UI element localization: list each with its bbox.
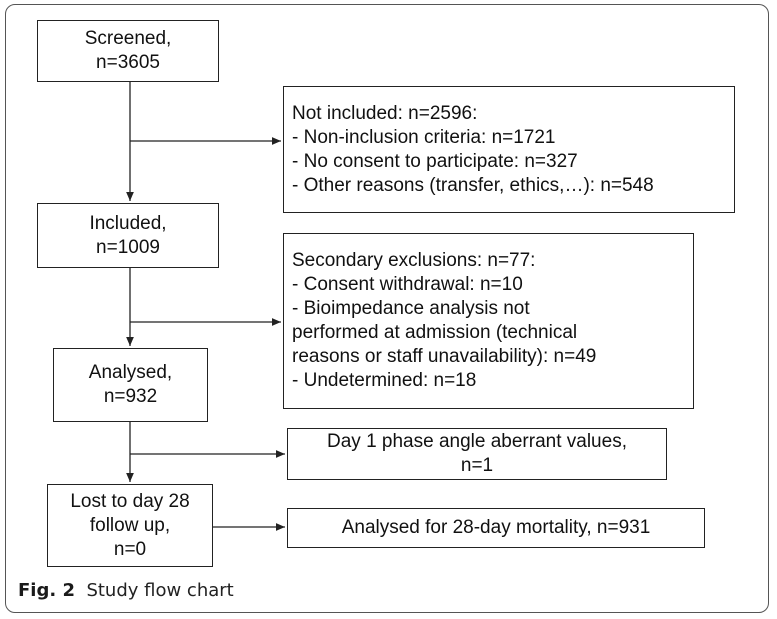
box-line: Day 1 phase angle aberrant values, <box>327 431 627 452</box>
box-analysed: Analysed, n=932 <box>53 348 208 422</box>
box-line: n=3605 <box>96 52 160 73</box>
box-line: Not included: n=2596: <box>292 102 478 124</box>
box-line: - Consent withdrawal: n=10 <box>292 274 523 295</box>
caption-label: Fig. 2 <box>18 580 75 601</box>
box-screened: Screened, n=3605 <box>37 20 219 82</box>
box-line: - Other reasons (transfer, ethics,…): n=… <box>292 174 654 196</box>
box-line: - Bioimpedance analysis not <box>292 298 530 319</box>
caption: Fig. 2 Study flow chart <box>18 580 234 601</box>
box-line: - No consent to participate: n=327 <box>292 150 578 172</box>
box-line: performed at admission (technical <box>292 322 578 343</box>
box-line: n=1009 <box>96 236 160 258</box>
box-line: Screened, <box>84 28 172 49</box>
box-lost: Lost to day 28 follow up, n=0 <box>47 484 213 567</box>
box-line: - Non-inclusion criteria: n=1721 <box>292 126 556 148</box>
box-secondary-exclusions: Secondary exclusions: n=77: - Consent wit… <box>283 233 694 409</box>
box-line: Secondary exclusions: n=77: <box>292 250 536 271</box>
box-line: n=932 <box>103 386 158 407</box>
box-line: Lost to day 28 <box>70 490 190 512</box>
box-not-included: Not included: n=2596: - Non-inclusion cri… <box>283 86 735 213</box>
box-line: reasons or staff unavailability): n=49 <box>292 346 597 367</box>
box-line: Included, <box>89 212 167 234</box>
frame <box>5 4 769 613</box>
box-included: Included, n=1009 <box>37 203 219 268</box>
box-mortality: Analysed for 28-day mortality, n=931 <box>287 508 705 548</box>
box-line: n=1 <box>460 455 494 476</box>
box-aberrant: Day 1 phase angle aberrant values, n=1 <box>287 428 667 480</box>
box-line: Analysed for 28-day mortality, n=931 <box>341 517 651 538</box>
box-line: - Undetermined: n=18 <box>292 370 477 391</box>
box-line: n=0 <box>113 538 147 560</box>
box-line: Analysed, <box>88 362 173 383</box>
caption-text: Study flow chart <box>86 580 234 601</box>
box-line: follow up, <box>89 514 171 536</box>
